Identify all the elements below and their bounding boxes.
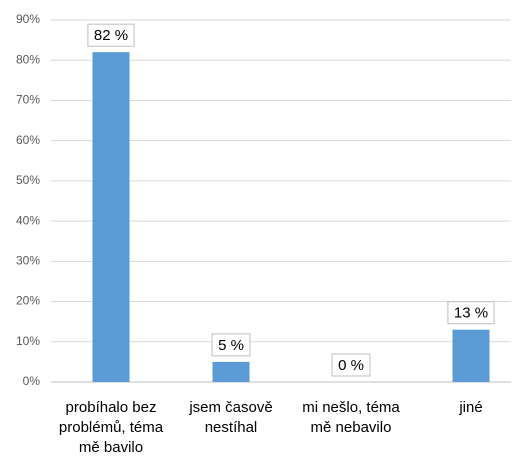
value-label-box	[87, 23, 135, 47]
x-tick-label: jiné	[459, 399, 483, 416]
bar	[452, 329, 490, 382]
y-tick-label: 10%	[16, 334, 40, 348]
y-tick-label: 90%	[16, 12, 40, 26]
x-tick-label: probíhalo bez problémů, téma mě bavilo	[58, 399, 164, 456]
value-label-box	[211, 333, 251, 357]
value-label: 13 %	[454, 305, 488, 322]
y-tick-label: 20%	[16, 294, 40, 308]
y-tick-label: 0%	[23, 374, 41, 388]
value-label: 82 %	[94, 27, 128, 44]
y-tick-label: 30%	[16, 254, 40, 268]
y-tick-label: 60%	[16, 133, 40, 147]
y-tick-label: 40%	[16, 213, 40, 227]
y-tick-label: 70%	[16, 93, 40, 107]
bar	[92, 52, 130, 383]
value-label-box	[331, 353, 371, 377]
value-label: 5 %	[218, 337, 244, 354]
bar	[212, 361, 250, 382]
value-label-box	[447, 301, 495, 325]
value-label: 0 %	[338, 357, 364, 374]
x-tick-label: mi nešlo, téma mě nebavilo	[302, 399, 400, 436]
y-tick-label: 80%	[16, 52, 40, 66]
y-tick-label: 50%	[16, 173, 40, 187]
x-tick-label: jsem časově nestíhal	[189, 399, 273, 436]
